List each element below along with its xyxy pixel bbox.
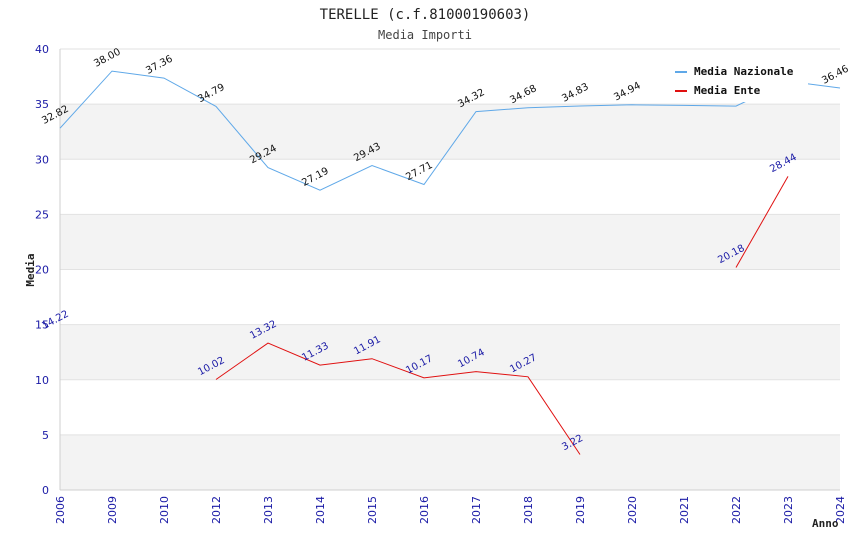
legend: Media Nazionale Media Ente — [670, 60, 808, 102]
x-tick-label: 2019 — [574, 496, 587, 524]
legend-label-ente: Media Ente — [694, 84, 761, 97]
plot-band — [60, 269, 840, 325]
x-axis-label: Anno — [812, 517, 839, 530]
plot-band — [60, 214, 840, 270]
x-tick-label: 2023 — [782, 496, 795, 524]
plot-band — [60, 434, 840, 490]
y-axis-label: Media — [24, 253, 37, 286]
x-tick-label: 2018 — [522, 496, 535, 524]
series-line-ente — [735, 176, 789, 268]
x-tick-label: 2020 — [626, 496, 639, 524]
x-tick-label: 2017 — [470, 496, 483, 524]
y-tick-label: 25 — [35, 208, 49, 221]
x-tick-label: 2014 — [314, 496, 327, 524]
x-tick-label: 2021 — [678, 496, 691, 524]
x-tick-label: 2015 — [366, 496, 379, 524]
x-tick-labels: 2006 2009 2010 2012 2013 2014 2015 2016 2017 2018… — [54, 496, 847, 524]
series-lines — [59, 70, 841, 455]
plot-background — [60, 49, 840, 490]
x-tick-label: 2012 — [210, 496, 223, 524]
y-tick-label: 20 — [35, 264, 49, 277]
y-tick-label: 0 — [42, 484, 49, 497]
y-tick-labels: 0 5 10 15 20 25 30 35 40 — [35, 43, 49, 497]
chart-subtitle: Media Importi — [378, 28, 472, 42]
y-tick-label: 5 — [42, 429, 49, 442]
y-tick-label: 40 — [35, 43, 49, 56]
y-tick-label: 10 — [35, 374, 49, 387]
y-tick-label: 15 — [35, 319, 49, 332]
series-line-nazionale — [59, 70, 841, 191]
x-tick-label: 2013 — [262, 496, 275, 524]
x-tick-label: 2016 — [418, 496, 431, 524]
plot-band — [60, 324, 840, 380]
series-line-ente — [215, 342, 581, 455]
plot-band — [60, 104, 840, 160]
y-tick-label: 30 — [35, 153, 49, 166]
plot-band — [60, 379, 840, 435]
x-tick-label: 2024 — [834, 496, 847, 524]
y-tick-label: 35 — [35, 98, 49, 111]
chart-title: TERELLE (c.f.81000190603) — [320, 7, 531, 23]
x-tick-label: 2022 — [730, 496, 743, 524]
x-tick-label: 2009 — [106, 496, 119, 524]
legend-label-nazionale: Media Nazionale — [694, 65, 794, 78]
x-tick-label: 2006 — [54, 496, 67, 524]
plot-band — [60, 159, 840, 215]
legend-box — [670, 60, 808, 102]
x-tick-label: 2010 — [158, 496, 171, 524]
